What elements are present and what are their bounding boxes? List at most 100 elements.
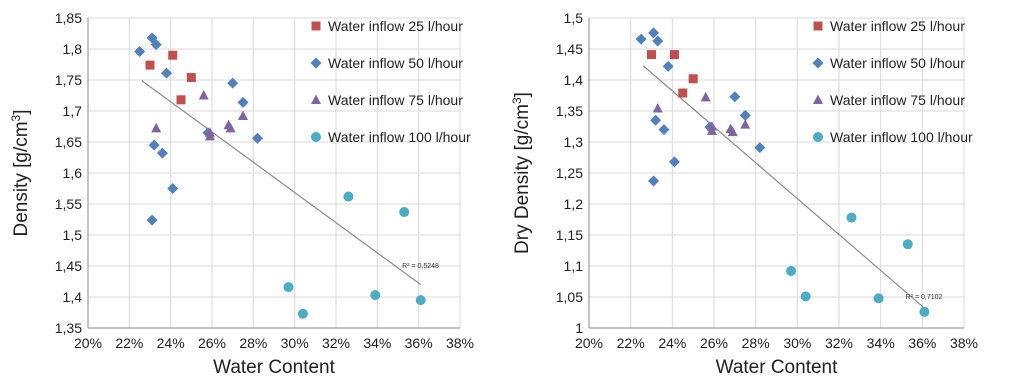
legend-marker [311, 94, 321, 104]
data-point [134, 45, 146, 57]
x-tick-label: 20% [74, 335, 102, 351]
data-point [729, 91, 741, 103]
x-tick-label: 38% [446, 335, 474, 351]
data-point [176, 95, 186, 105]
y-tick-label: 1,6 [63, 165, 83, 181]
series-3 [652, 91, 751, 137]
data-point [873, 293, 884, 304]
x-tick-label: 24% [658, 335, 686, 351]
data-point [688, 74, 698, 84]
x-tick-label: 30% [783, 335, 811, 351]
data-point [204, 130, 215, 141]
legend-marker [310, 57, 322, 69]
x-tick-label: 24% [157, 335, 185, 351]
data-point [225, 122, 236, 133]
data-point [678, 88, 688, 98]
x-tick-label: 34% [867, 335, 895, 351]
data-point [227, 77, 239, 89]
x-tick-label: 38% [950, 335, 978, 351]
series-2 [134, 32, 263, 226]
y-tick-label: 1,75 [55, 72, 82, 88]
data-point [669, 50, 679, 60]
chart1: 20% 22% 24% 26% 28% 30% 32% 34% 36% 38% 1,35 1,4 1,4… [9, 10, 474, 378]
legend-label: Water inflow 75 l/hour [328, 92, 463, 108]
x-tick-label: 22% [115, 335, 143, 351]
y-tick-label: 1,3 [564, 134, 584, 150]
y-tick-label: 1,45 [55, 258, 82, 274]
r-squared-label: R² = 0,5248 [402, 263, 439, 270]
y-tick-label: 1,25 [556, 165, 583, 181]
data-point [198, 90, 209, 100]
y-axis-title: Density [g/cm3] [9, 109, 32, 236]
legend-label: Water inflow 100 l/hour [328, 129, 471, 145]
data-point [650, 114, 662, 126]
y-tick-label: 1,5 [564, 10, 584, 26]
legend-label: Water inflow 100 l/hour [830, 129, 973, 145]
data-point [146, 214, 158, 226]
x-tick-label: 36% [908, 335, 936, 351]
y-tick-label: 1,4 [564, 72, 584, 88]
data-point [151, 122, 162, 133]
legend-marker [812, 57, 824, 69]
y-tick-label: 1 [575, 320, 583, 336]
y-tick-label: 1,15 [556, 227, 583, 243]
data-point [754, 142, 766, 154]
data-point [156, 147, 168, 159]
y-tick-label: 1,05 [556, 289, 583, 305]
legend-label: Water inflow 25 l/hour [328, 18, 463, 34]
data-point [161, 67, 173, 79]
data-point [662, 60, 674, 72]
legend-label: Water inflow 25 l/hour [830, 18, 965, 34]
data-point [168, 50, 178, 60]
series-3 [151, 90, 248, 141]
data-point [800, 291, 811, 302]
data-point [786, 265, 797, 276]
data-point [148, 139, 160, 151]
x-tick-label: 20% [575, 335, 603, 351]
x-tick-label: 26% [198, 335, 226, 351]
x-tick-label: 28% [742, 335, 770, 351]
y-tick-label: 1,35 [55, 320, 82, 336]
data-point [399, 207, 410, 218]
data-point [648, 27, 660, 39]
x-tick-label: 22% [617, 335, 645, 351]
trendline [141, 80, 422, 286]
data-point [648, 175, 660, 187]
trendline [642, 65, 925, 309]
x-tick-label: 26% [700, 335, 728, 351]
y-axis-title: Dry Density [g/cm3] [510, 92, 533, 254]
data-point [700, 91, 711, 102]
data-point [668, 156, 680, 168]
y-tick-label: 1,35 [556, 103, 583, 119]
x-axis-title: Water Content [716, 357, 839, 378]
x-tick-label: 34% [363, 335, 391, 351]
data-point [846, 212, 857, 223]
x-tick-label: 30% [281, 335, 309, 351]
series-4 [283, 191, 426, 319]
data-point [739, 109, 751, 121]
data-point [370, 290, 381, 301]
y-tick-label: 1,5 [63, 227, 83, 243]
y-tick-label: 1,55 [55, 196, 82, 212]
x-tick-label: 28% [239, 335, 267, 351]
data-point [647, 50, 656, 60]
y-tick-label: 1,1 [564, 258, 584, 274]
data-point [251, 132, 263, 144]
legend-marker [311, 21, 321, 31]
data-point [415, 295, 426, 306]
legend-marker [813, 21, 823, 31]
legend-marker [813, 132, 823, 142]
legend-label: Water inflow 50 l/hour [830, 55, 965, 71]
y-tick-label: 1,65 [55, 134, 82, 150]
x-tick-label: 32% [825, 335, 853, 351]
legend-label: Water inflow 50 l/hour [328, 55, 463, 71]
data-point [652, 103, 663, 113]
data-point [919, 306, 930, 317]
y-tick-label: 1,2 [564, 196, 584, 212]
data-point [902, 239, 913, 250]
x-tick-label: 36% [405, 335, 433, 351]
data-point [658, 124, 670, 136]
data-point [238, 110, 248, 120]
data-point [343, 191, 354, 202]
